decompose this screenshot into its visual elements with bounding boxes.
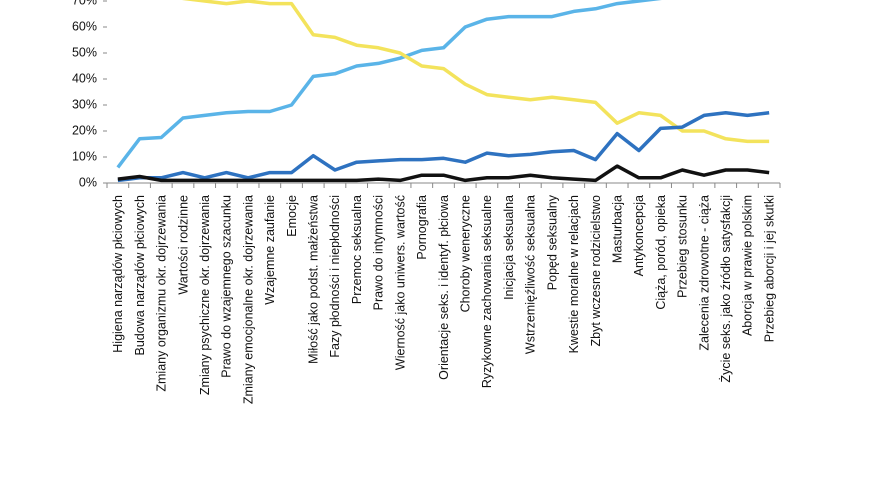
series-line (117, 111, 770, 183)
x-tick-label: Emocje (285, 195, 299, 237)
x-tick-label: Prawo do intymności (372, 195, 386, 310)
x-tick-label: Fazy płodności i niepłodności (328, 195, 342, 358)
y-tick-label: 60% (72, 19, 97, 33)
x-tick-label: Pornografia (415, 195, 429, 260)
series-line (116, 0, 662, 169)
x-tick-label: Zmiany emocjonalne okr. dojrzewania (241, 195, 255, 404)
y-tick-label: 20% (72, 123, 97, 137)
x-tick-label: Zalecenia zdrowotne - ciąża (697, 195, 711, 351)
x-tick-label: Ryzykowne zachowania seksualne (480, 195, 494, 388)
x-tick-label: Kwestie moralne w relacjach (567, 195, 581, 353)
x-tick-label: Przemoc seksualna (350, 195, 364, 304)
series-line (117, 164, 770, 183)
y-tick-label: 10% (72, 149, 97, 163)
x-tick-label: Wzajemne zaufanie (263, 195, 277, 305)
y-tick-label: 70% (72, 0, 97, 7)
x-tick-label: Choroby weneryczne (459, 195, 473, 312)
x-tick-label: Aborcja w prawie polskim (741, 195, 755, 336)
x-tick-label: Zbyt wczesne rodzicielstwo (589, 195, 603, 346)
y-tick-label: 50% (72, 45, 97, 59)
x-tick-label: Orientacje seks. i identyf. płciowa (437, 195, 451, 380)
x-tick-label: Zmiany organizmu okr. dojrzewania (155, 195, 169, 392)
x-tick-label: Antykoncepcja (632, 195, 646, 276)
x-tick-label: Wartości rodzinne (176, 195, 190, 295)
x-tick-label: Życie seks. jako źródło satysfakcji (719, 195, 733, 383)
x-tick-label: Higiena narządów płciowych (111, 195, 125, 353)
y-tick-label: 30% (72, 97, 97, 111)
x-tick-label: Ciąża, poród, opieka (654, 195, 668, 310)
x-tick-label: Masturbacja (610, 195, 624, 263)
x-tick-label: Miłość jako podst. małżeństwa (307, 195, 321, 364)
x-tick-label: Przebieg stosunku (676, 195, 690, 298)
x-tick-label: Popęd seksualny (545, 194, 559, 290)
x-tick-label: Inicjacja seksualna (502, 195, 516, 300)
x-tick-label: Prawo do wzajemnego szacunku (220, 195, 234, 378)
x-tick-label: Wierność jako uniwers. wartość (393, 195, 407, 370)
x-tick-label: Budowa narządów płciowych (133, 195, 147, 356)
y-tick-label: 0% (79, 175, 97, 189)
series-line (182, 0, 770, 144)
x-tick-label: Zmiany psychiczne okr. dojrzewania (198, 195, 212, 395)
y-tick-label: 40% (72, 71, 97, 85)
x-tick-label: Przebieg aborcji i jej skutki (762, 195, 776, 342)
x-tick-label: Wstrzemięźliwość seksualna (524, 195, 538, 354)
